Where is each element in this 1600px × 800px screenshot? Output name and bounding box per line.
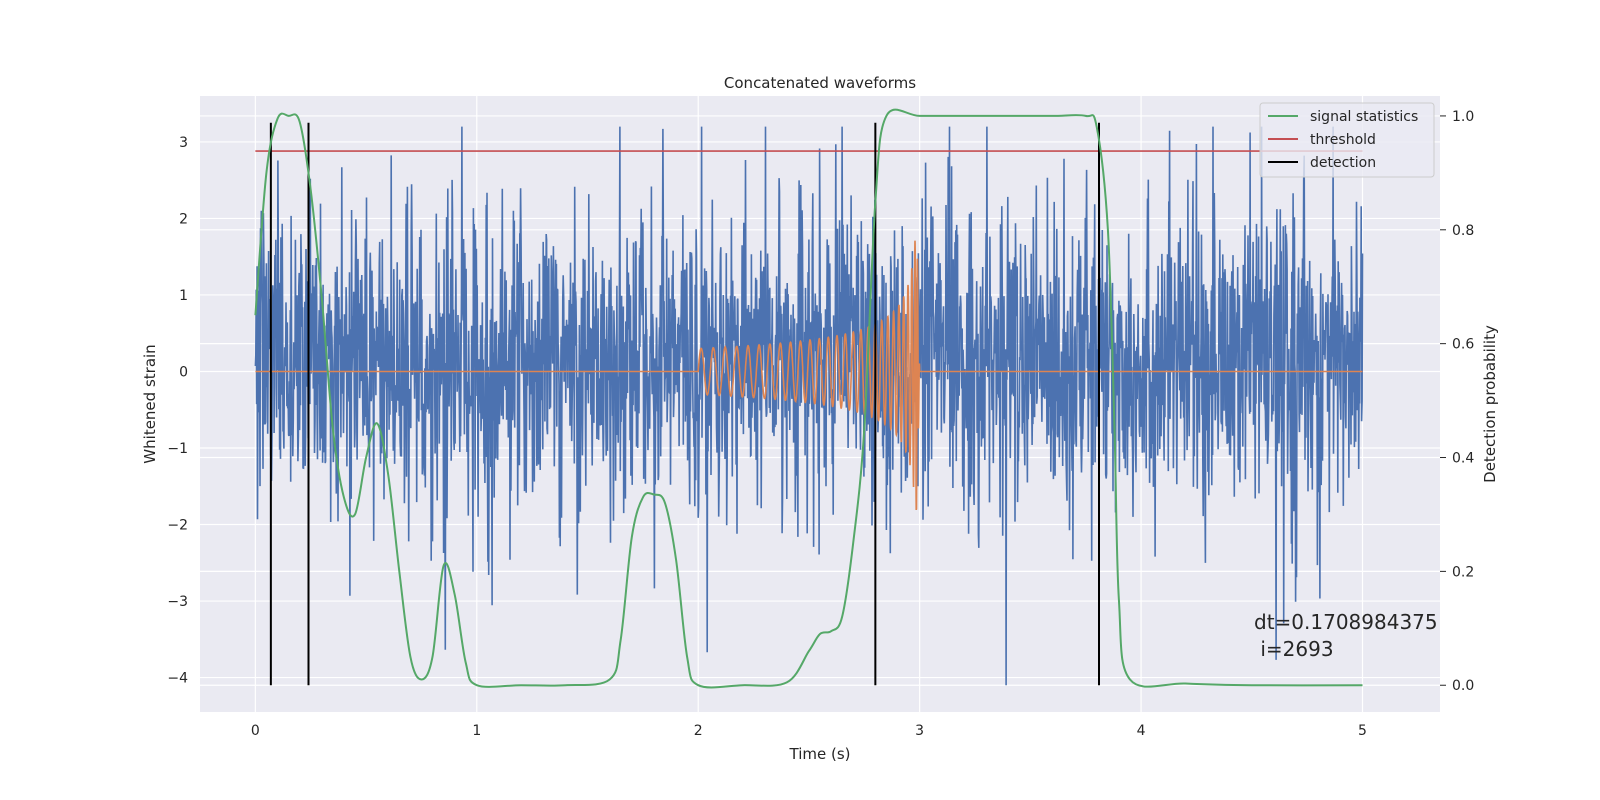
whitened-strain-line (254, 126, 1364, 686)
waveform-line (255, 240, 1363, 510)
whitened-strain-series (254, 126, 1364, 686)
x-tick-label: 0 (251, 723, 260, 739)
annotation-dt: dt=0.1708984375 (1254, 610, 1438, 634)
y-tick-label: 3 (179, 135, 188, 151)
legend-box (1259, 102, 1435, 178)
x-tick-label: 4 (1137, 723, 1146, 739)
y2-tick-label: 0.8 (1452, 223, 1474, 239)
signal-statistics-line (254, 108, 1363, 689)
x-tick-label: 1 (472, 723, 481, 739)
y-axis-label: Whitened strain (141, 344, 159, 463)
y2-axis-label: Detection probability (1481, 325, 1499, 483)
y-tick-label: 2 (179, 211, 188, 227)
legend: signal statistics threshold detection (1259, 102, 1435, 178)
x-tick-label: 3 (915, 723, 924, 739)
y-tick-label: −4 (167, 671, 188, 687)
annotation-i: i=2693 (1254, 637, 1334, 661)
y2-tick-label: 0.4 (1452, 451, 1474, 467)
y-tick-label: −3 (167, 594, 188, 610)
y-tick-label: −2 (167, 518, 188, 534)
chart-title: Concatenated waveforms (724, 74, 916, 92)
waveform-series (255, 240, 1363, 510)
legend-label-signal-statistics: signal statistics (1310, 109, 1418, 125)
y-tick-label: −1 (167, 441, 188, 457)
legend-label-threshold: threshold (1310, 132, 1376, 148)
legend-label-detection: detection (1310, 155, 1376, 171)
y-tick-label: 1 (179, 288, 188, 304)
x-tick-label: 2 (694, 723, 703, 739)
x-tick-label: 5 (1358, 723, 1367, 739)
y2-tick-label: 0.0 (1452, 678, 1474, 694)
y2-tick-label: 1.0 (1452, 109, 1474, 125)
signal-statistics-series (254, 108, 1363, 689)
x-axis-label: Time (s) (789, 745, 851, 763)
y-tick-label: 0 (179, 364, 188, 380)
y2-tick-label: 0.6 (1452, 337, 1474, 353)
y2-tick-label: 0.2 (1452, 564, 1474, 580)
axis-ticks: 0 1 2 3 4 5 −4 −3 −2 −1 0 1 2 3 0.0 0.2 0.4 0.6 0.8 1.0 (167, 109, 1474, 739)
